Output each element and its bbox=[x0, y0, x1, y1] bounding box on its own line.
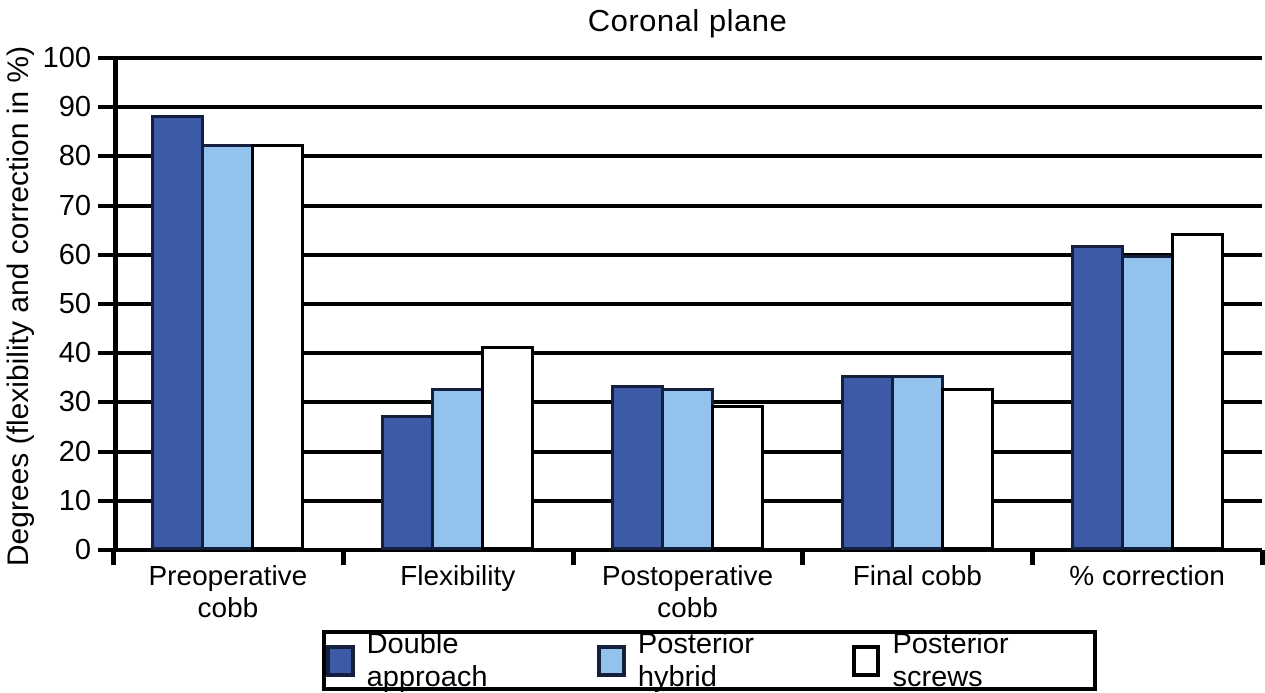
bar-posterior-hybrid bbox=[201, 144, 255, 550]
bar-posterior-hybrid bbox=[431, 388, 485, 550]
x-tick bbox=[570, 550, 576, 565]
y-tick bbox=[98, 253, 113, 257]
x-axis-category-label-text: Flexibility bbox=[400, 560, 516, 591]
y-tick bbox=[98, 499, 113, 503]
bar-posterior-screws bbox=[251, 144, 305, 550]
bar-posterior-screws bbox=[940, 388, 994, 550]
legend-swatch bbox=[851, 644, 881, 677]
bar-posterior-screws bbox=[481, 346, 535, 550]
x-axis-labels: Preoperative cobb Flexibility Postoperativ… bbox=[113, 560, 1262, 624]
bar-posterior-hybrid bbox=[1120, 255, 1174, 550]
legend-item: Posterior hybrid bbox=[597, 628, 828, 693]
y-tick-label: 70 bbox=[58, 190, 91, 222]
x-axis-category-label-text: Final cobb bbox=[852, 560, 982, 591]
y-tick-label: 50 bbox=[58, 288, 91, 320]
legend-swatch bbox=[326, 644, 355, 677]
x-axis-category-label-text: Postoperative cobb bbox=[601, 560, 774, 623]
y-tick-label: 10 bbox=[58, 485, 91, 517]
y-tick bbox=[98, 204, 113, 208]
y-tick-label: 90 bbox=[58, 91, 91, 123]
y-tick bbox=[98, 154, 113, 158]
gridline bbox=[113, 351, 1262, 355]
x-tick bbox=[111, 550, 116, 565]
legend: Double approach Posterior hybrid Posterior… bbox=[322, 627, 1097, 693]
y-tick bbox=[98, 548, 113, 552]
gridline bbox=[113, 154, 1262, 158]
gridline bbox=[113, 253, 1262, 257]
gridline bbox=[113, 204, 1262, 208]
bar-group bbox=[802, 58, 1032, 550]
y-axis-line bbox=[113, 58, 118, 550]
x-axis-category-label: Preoperative cobb bbox=[113, 560, 343, 624]
gridline bbox=[113, 105, 1262, 109]
y-tick-label: 80 bbox=[58, 140, 91, 172]
bar-double-approach bbox=[840, 375, 894, 550]
y-tick-label: 20 bbox=[58, 436, 91, 468]
y-tick-label: 40 bbox=[58, 337, 91, 369]
legend-label: Double approach bbox=[366, 627, 488, 693]
x-tick bbox=[1260, 550, 1265, 565]
x-axis-category-label: % correction bbox=[1032, 560, 1262, 624]
gridline bbox=[113, 548, 1262, 552]
x-tick bbox=[340, 550, 346, 565]
bar-group bbox=[113, 58, 343, 550]
gridline bbox=[113, 56, 1262, 60]
y-tick-label: 100 bbox=[42, 42, 91, 74]
bar-posterior-hybrid bbox=[660, 388, 714, 550]
bar-group bbox=[343, 58, 573, 550]
bar-double-approach bbox=[1070, 245, 1124, 550]
y-tick bbox=[98, 450, 113, 454]
bar-posterior-screws bbox=[1170, 233, 1224, 550]
y-tick bbox=[98, 302, 113, 306]
bar-posterior-hybrid bbox=[890, 375, 944, 550]
x-axis-category-label: Final cobb bbox=[802, 560, 1032, 624]
bar-double-approach bbox=[610, 385, 664, 550]
y-tick bbox=[98, 56, 113, 60]
y-tick bbox=[98, 400, 113, 404]
chart-title: Coronal plane bbox=[587, 3, 788, 38]
bar-double-approach bbox=[381, 415, 435, 550]
x-tick bbox=[1030, 550, 1036, 565]
gridline bbox=[113, 302, 1262, 306]
bar-group bbox=[573, 58, 803, 550]
y-tick-label: 60 bbox=[58, 239, 91, 271]
x-axis-category-label: Postoperative cobb bbox=[573, 560, 803, 624]
x-axis-category-label-text: Preoperative cobb bbox=[148, 560, 308, 623]
legend-item: Double approach bbox=[326, 628, 573, 693]
y-tick bbox=[98, 105, 113, 109]
bar-group bbox=[1032, 58, 1262, 550]
y-tick-label: 30 bbox=[58, 386, 91, 418]
legend-label: Posterior hybrid bbox=[637, 627, 754, 693]
x-axis-category-label-text: % correction bbox=[1069, 560, 1225, 591]
legend-label: Posterior screws bbox=[892, 627, 1009, 693]
y-tick bbox=[98, 351, 113, 355]
x-tick bbox=[800, 550, 806, 565]
bar-double-approach bbox=[151, 115, 205, 550]
y-tick-label: 0 bbox=[74, 534, 91, 566]
x-axis-category-label: Flexibility bbox=[343, 560, 573, 624]
plot-area: 0 10 20 30 40 50 60 70 80 90 100 bbox=[43, 43, 1265, 565]
legend-item: Posterior screws bbox=[851, 627, 1093, 693]
legend-swatch bbox=[597, 644, 626, 677]
bar-posterior-screws bbox=[710, 405, 764, 550]
